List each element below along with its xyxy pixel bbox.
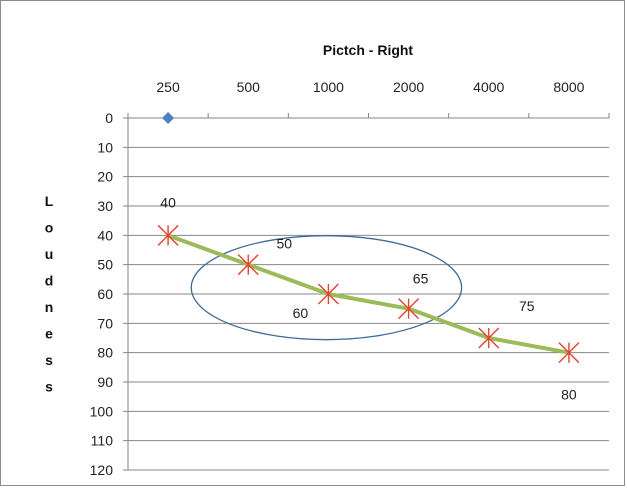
y-tick-label: 110	[91, 433, 114, 449]
x-tick-label: 4000	[473, 79, 504, 95]
series-line	[167, 233, 570, 355]
y-axis-label-letter: e	[45, 326, 53, 342]
data-label: 60	[293, 305, 309, 321]
data-point-marker	[317, 283, 339, 305]
data-label: 75	[519, 298, 535, 314]
y-tick-label: 50	[97, 257, 113, 273]
chart-title: Pictch - Right	[323, 42, 414, 58]
data-point-marker	[157, 224, 179, 246]
annotation-ellipse	[190, 235, 463, 341]
data-label: 80	[561, 387, 577, 403]
y-tick-label: 90	[97, 374, 113, 390]
y-axis-label-letter: s	[45, 352, 53, 368]
x-tick-label: 500	[237, 79, 261, 95]
y-tick-label: 80	[97, 345, 113, 361]
y-axis-label-letter: d	[45, 273, 54, 289]
y-tick-label: 0	[105, 110, 113, 126]
diamond-marker	[162, 112, 175, 124]
y-tick-label: 40	[97, 227, 113, 243]
y-axis-label-letter: s	[45, 379, 53, 395]
data-point-marker	[478, 327, 500, 349]
y-axis-label-letter: n	[45, 299, 54, 315]
data-label: 40	[160, 194, 176, 210]
y-axis-label-letter: L	[45, 193, 54, 209]
x-tick-label: 1000	[313, 79, 344, 95]
data-point-marker	[237, 254, 259, 276]
y-tick-label: 20	[97, 169, 113, 185]
y-tick-label: 70	[97, 315, 113, 331]
y-tick-label: 60	[97, 286, 113, 302]
y-tick-label: 100	[90, 403, 114, 419]
data-label: 50	[276, 236, 292, 252]
x-tick-label: 2000	[393, 79, 424, 95]
y-tick-label: 30	[97, 198, 113, 214]
data-point-marker	[398, 298, 420, 320]
x-tick-label: 250	[156, 79, 180, 95]
y-tick-label: 120	[90, 462, 114, 478]
data-label: 65	[413, 271, 429, 287]
y-tick-label: 10	[97, 139, 113, 155]
x-tick-label: 8000	[553, 79, 584, 95]
y-axis-label-letter: u	[45, 246, 54, 262]
y-axis-label-letter: o	[45, 220, 54, 236]
data-point-marker	[558, 342, 580, 364]
